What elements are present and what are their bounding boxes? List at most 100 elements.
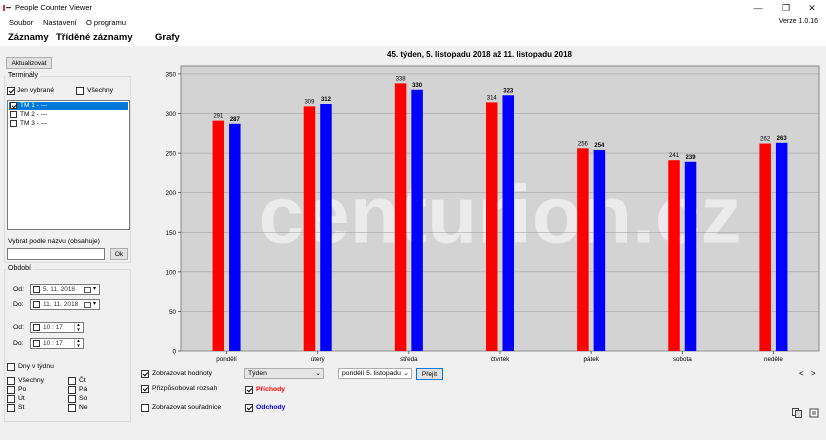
minimize-button[interactable]: — <box>753 3 763 13</box>
to-time-picker[interactable]: 10 : 17 ▲ ▼ <box>30 338 84 349</box>
data-label: 323 <box>503 88 514 94</box>
data-label: 241 <box>669 153 680 159</box>
ok-button[interactable]: Ok <box>110 248 128 260</box>
day-checkbox[interactable] <box>68 404 76 412</box>
restore-button[interactable]: ❐ <box>781 3 791 13</box>
bar[interactable] <box>593 149 606 351</box>
close-button[interactable]: ✕ <box>808 3 816 13</box>
day-checkbox[interactable] <box>7 404 15 412</box>
x-tick-label: středa <box>400 356 418 363</box>
day-checkbox[interactable] <box>7 377 15 385</box>
bar[interactable] <box>229 123 241 351</box>
go-button[interactable]: Přejít <box>416 368 443 380</box>
show-coords-label: Zobrazovat souřadnice <box>152 404 222 411</box>
tab-tridene-zaznamy[interactable]: Tříděné záznamy <box>56 32 133 43</box>
bar[interactable] <box>303 106 316 351</box>
terminal-checkbox[interactable] <box>10 102 17 109</box>
day-label: St <box>18 404 25 411</box>
terminal-list[interactable]: TM 1 - --- TM 2 - --- TM 3 - --- <box>7 100 130 230</box>
only-selected-checkbox[interactable] <box>7 87 15 95</box>
day-checkbox[interactable] <box>68 377 76 385</box>
x-tick-label: sobota <box>673 356 692 363</box>
bar[interactable] <box>320 104 332 351</box>
all-terminals-checkbox[interactable] <box>76 87 84 95</box>
day-checkbox[interactable] <box>7 386 15 394</box>
day-checkbox[interactable] <box>7 395 15 403</box>
day-label: Út <box>18 395 25 402</box>
calendar-icon[interactable] <box>84 302 91 308</box>
show-coords-checkbox[interactable] <box>141 404 149 412</box>
bar[interactable] <box>411 89 423 351</box>
x-tick-label: čtvrtek <box>491 356 510 363</box>
adjust-range-checkbox[interactable] <box>141 385 149 393</box>
data-label: 338 <box>396 76 407 82</box>
filter-input[interactable] <box>7 248 105 260</box>
chart-area: 45. týden, 5. listopadu 2018 až 11. list… <box>133 46 826 364</box>
bar[interactable] <box>394 83 407 352</box>
tab-zaznamy[interactable]: Záznamy <box>8 32 49 43</box>
to-date-picker[interactable]: 11. 11. 2018 ▾ <box>30 299 100 310</box>
terminal-checkbox[interactable] <box>10 120 17 127</box>
y-tick-label: 150 <box>165 230 176 237</box>
from-time-picker[interactable]: 10 : 17 ▲ ▼ <box>30 322 84 333</box>
y-tick-label: 200 <box>165 190 176 197</box>
period-select[interactable]: Týden ⌄ <box>244 368 324 379</box>
bar[interactable] <box>668 160 680 351</box>
days-of-week-checkbox[interactable] <box>7 363 15 371</box>
refresh-button[interactable]: Aktualizovat <box>6 57 52 69</box>
nav-prev-button[interactable]: < <box>799 369 804 378</box>
bar[interactable] <box>577 148 589 351</box>
to-date-checkbox[interactable] <box>33 301 40 308</box>
from-time-checkbox[interactable] <box>33 324 40 331</box>
day-label: Pá <box>79 386 88 393</box>
menu-o-programu[interactable]: O programu <box>86 18 127 27</box>
bar[interactable] <box>775 142 788 351</box>
y-tick-label: 300 <box>165 111 176 118</box>
list-item[interactable]: TM 3 - --- <box>9 120 128 128</box>
menu-nastaveni[interactable]: Nastavení <box>43 18 77 27</box>
filter-label: Vybrat podle názvu (obsahuje) <box>8 238 100 245</box>
menu-soubor[interactable]: Soubor <box>9 18 34 27</box>
bar[interactable] <box>684 161 697 351</box>
from-date-value: 5. 11. 2018 <box>43 286 76 293</box>
x-tick-label: neděle <box>764 356 783 363</box>
terminal-checkbox[interactable] <box>10 111 17 118</box>
chevron-down-icon[interactable]: ▾ <box>93 286 97 292</box>
bar[interactable] <box>486 102 498 351</box>
copy-icon[interactable] <box>792 408 802 418</box>
app-icon <box>3 5 11 11</box>
time-spinner[interactable]: ▲ ▼ <box>74 322 82 332</box>
week-select[interactable]: pondělí 5. listopadu ⌄ <box>338 368 412 379</box>
bar[interactable] <box>502 95 515 352</box>
day-checkbox[interactable] <box>68 395 76 403</box>
data-label: 314 <box>487 95 498 101</box>
y-tick-label: 100 <box>165 269 176 276</box>
list-item[interactable]: TM 2 - --- <box>9 111 128 119</box>
calendar-icon[interactable] <box>84 287 91 293</box>
show-values-checkbox[interactable] <box>141 370 149 378</box>
departures-checkbox[interactable] <box>245 404 253 412</box>
watermark-text: centurion.cz <box>259 170 742 261</box>
to-time-label: Do: <box>13 340 24 347</box>
from-date-checkbox[interactable] <box>33 286 40 293</box>
arrivals-label: Příchody <box>256 386 286 393</box>
arrivals-checkbox[interactable] <box>245 386 253 394</box>
from-date-picker[interactable]: 5. 11. 2018 ▾ <box>30 284 100 295</box>
to-time-checkbox[interactable] <box>33 340 40 347</box>
chevron-down-icon[interactable]: ▾ <box>93 301 97 307</box>
bar[interactable] <box>212 120 225 351</box>
to-date-label: Do: <box>13 301 24 308</box>
bar-chart[interactable]: centurion.cz 0 50 100 150 200 250 300 350 pondělí… <box>157 64 821 364</box>
y-tick-label: 0 <box>172 349 176 356</box>
show-values-label: Zobrazovat hodnoty <box>152 370 213 377</box>
days-of-week-label: Dny v týdnu <box>18 363 54 370</box>
y-tick-label: 250 <box>165 151 176 158</box>
tab-grafy[interactable]: Grafy <box>155 32 180 43</box>
bar[interactable] <box>759 143 771 351</box>
time-spinner[interactable]: ▲ ▼ <box>74 338 82 348</box>
data-label: 287 <box>230 117 241 123</box>
nav-next-button[interactable]: > <box>811 369 816 378</box>
list-item[interactable]: TM 1 - --- <box>9 102 128 110</box>
day-checkbox[interactable] <box>68 386 76 394</box>
export-icon[interactable] <box>809 408 819 418</box>
